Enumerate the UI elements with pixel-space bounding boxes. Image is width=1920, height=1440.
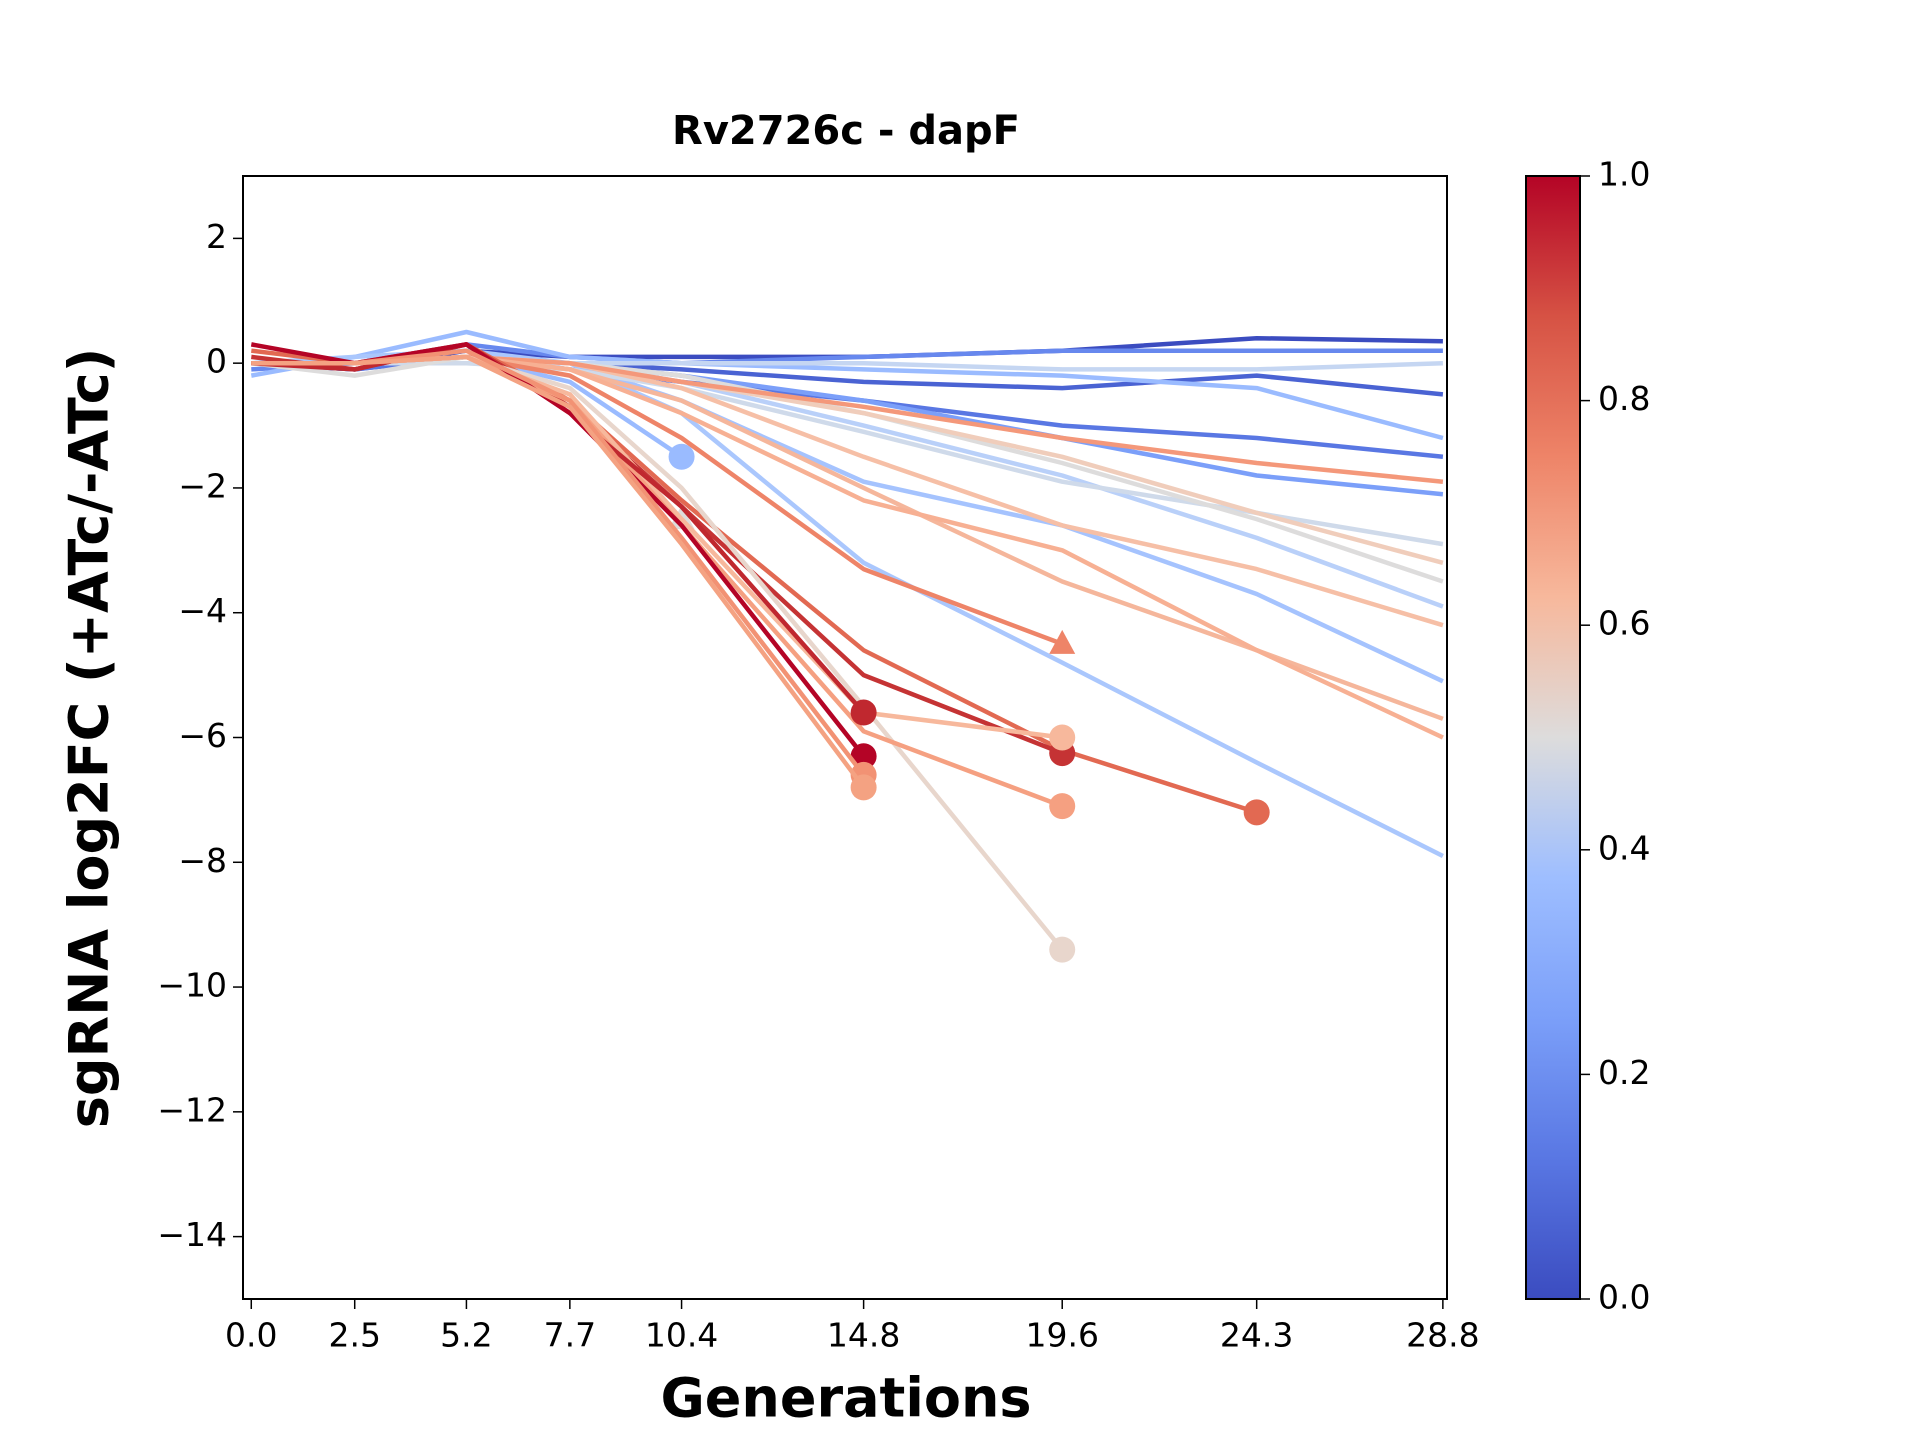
x-axis-label: Generations <box>660 1367 1031 1430</box>
colorbar-tick-label: 1.0 <box>1598 155 1650 194</box>
end-marker <box>1049 724 1076 751</box>
y-tick-label: −8 <box>178 841 227 880</box>
colorbar <box>1526 176 1580 1299</box>
plot-area <box>250 329 1444 963</box>
y-tick-label: 2 <box>206 217 227 256</box>
y-axis-label: sgRNA log2FC (+ATc/-ATc) <box>58 348 121 1129</box>
series-line <box>251 354 866 789</box>
series-line <box>250 342 866 758</box>
end-marker <box>850 699 877 726</box>
end-marker <box>1049 936 1076 963</box>
colorbar-tick-label: 0.8 <box>1598 379 1650 418</box>
end-marker <box>850 743 877 770</box>
x-tick-label: 5.2 <box>440 1316 492 1355</box>
x-tick-label: 0.0 <box>225 1316 277 1355</box>
colorbar-frame <box>1525 175 1581 1300</box>
end-marker <box>668 443 695 470</box>
x-tick-label: 14.8 <box>827 1316 900 1355</box>
series-line <box>251 348 866 777</box>
series-line <box>251 354 1444 460</box>
x-tick-label: 28.8 <box>1406 1316 1479 1355</box>
y-tick-label: −4 <box>178 591 227 630</box>
y-tick-label: −12 <box>157 1090 227 1129</box>
end-marker <box>850 774 877 801</box>
x-tick-label: 24.3 <box>1220 1316 1293 1355</box>
y-tick-label: −10 <box>157 966 227 1005</box>
x-tick-label: 7.7 <box>544 1316 596 1355</box>
y-tick-label: −6 <box>178 716 227 755</box>
y-tick-label: 0 <box>206 342 227 381</box>
chart-title: Rv2726c - dapF <box>672 108 1020 154</box>
y-tick-label: −2 <box>178 466 227 505</box>
y-tick-label: −14 <box>157 1215 227 1254</box>
x-tick-label: 2.5 <box>328 1316 380 1355</box>
x-tick-label: 10.4 <box>645 1316 718 1355</box>
plot-frame <box>242 175 1448 1300</box>
series-line <box>251 354 1444 584</box>
colorbar-tick-label: 0.2 <box>1598 1053 1650 1092</box>
colorbar-tick-label: 0.0 <box>1598 1278 1650 1317</box>
x-tick-label: 19.6 <box>1025 1316 1098 1355</box>
colorbar-tick-label: 0.6 <box>1598 604 1650 643</box>
end-marker <box>1049 793 1076 820</box>
end-marker <box>1049 629 1076 654</box>
colorbar-tick-label: 0.4 <box>1598 828 1650 867</box>
end-marker <box>1243 799 1270 826</box>
